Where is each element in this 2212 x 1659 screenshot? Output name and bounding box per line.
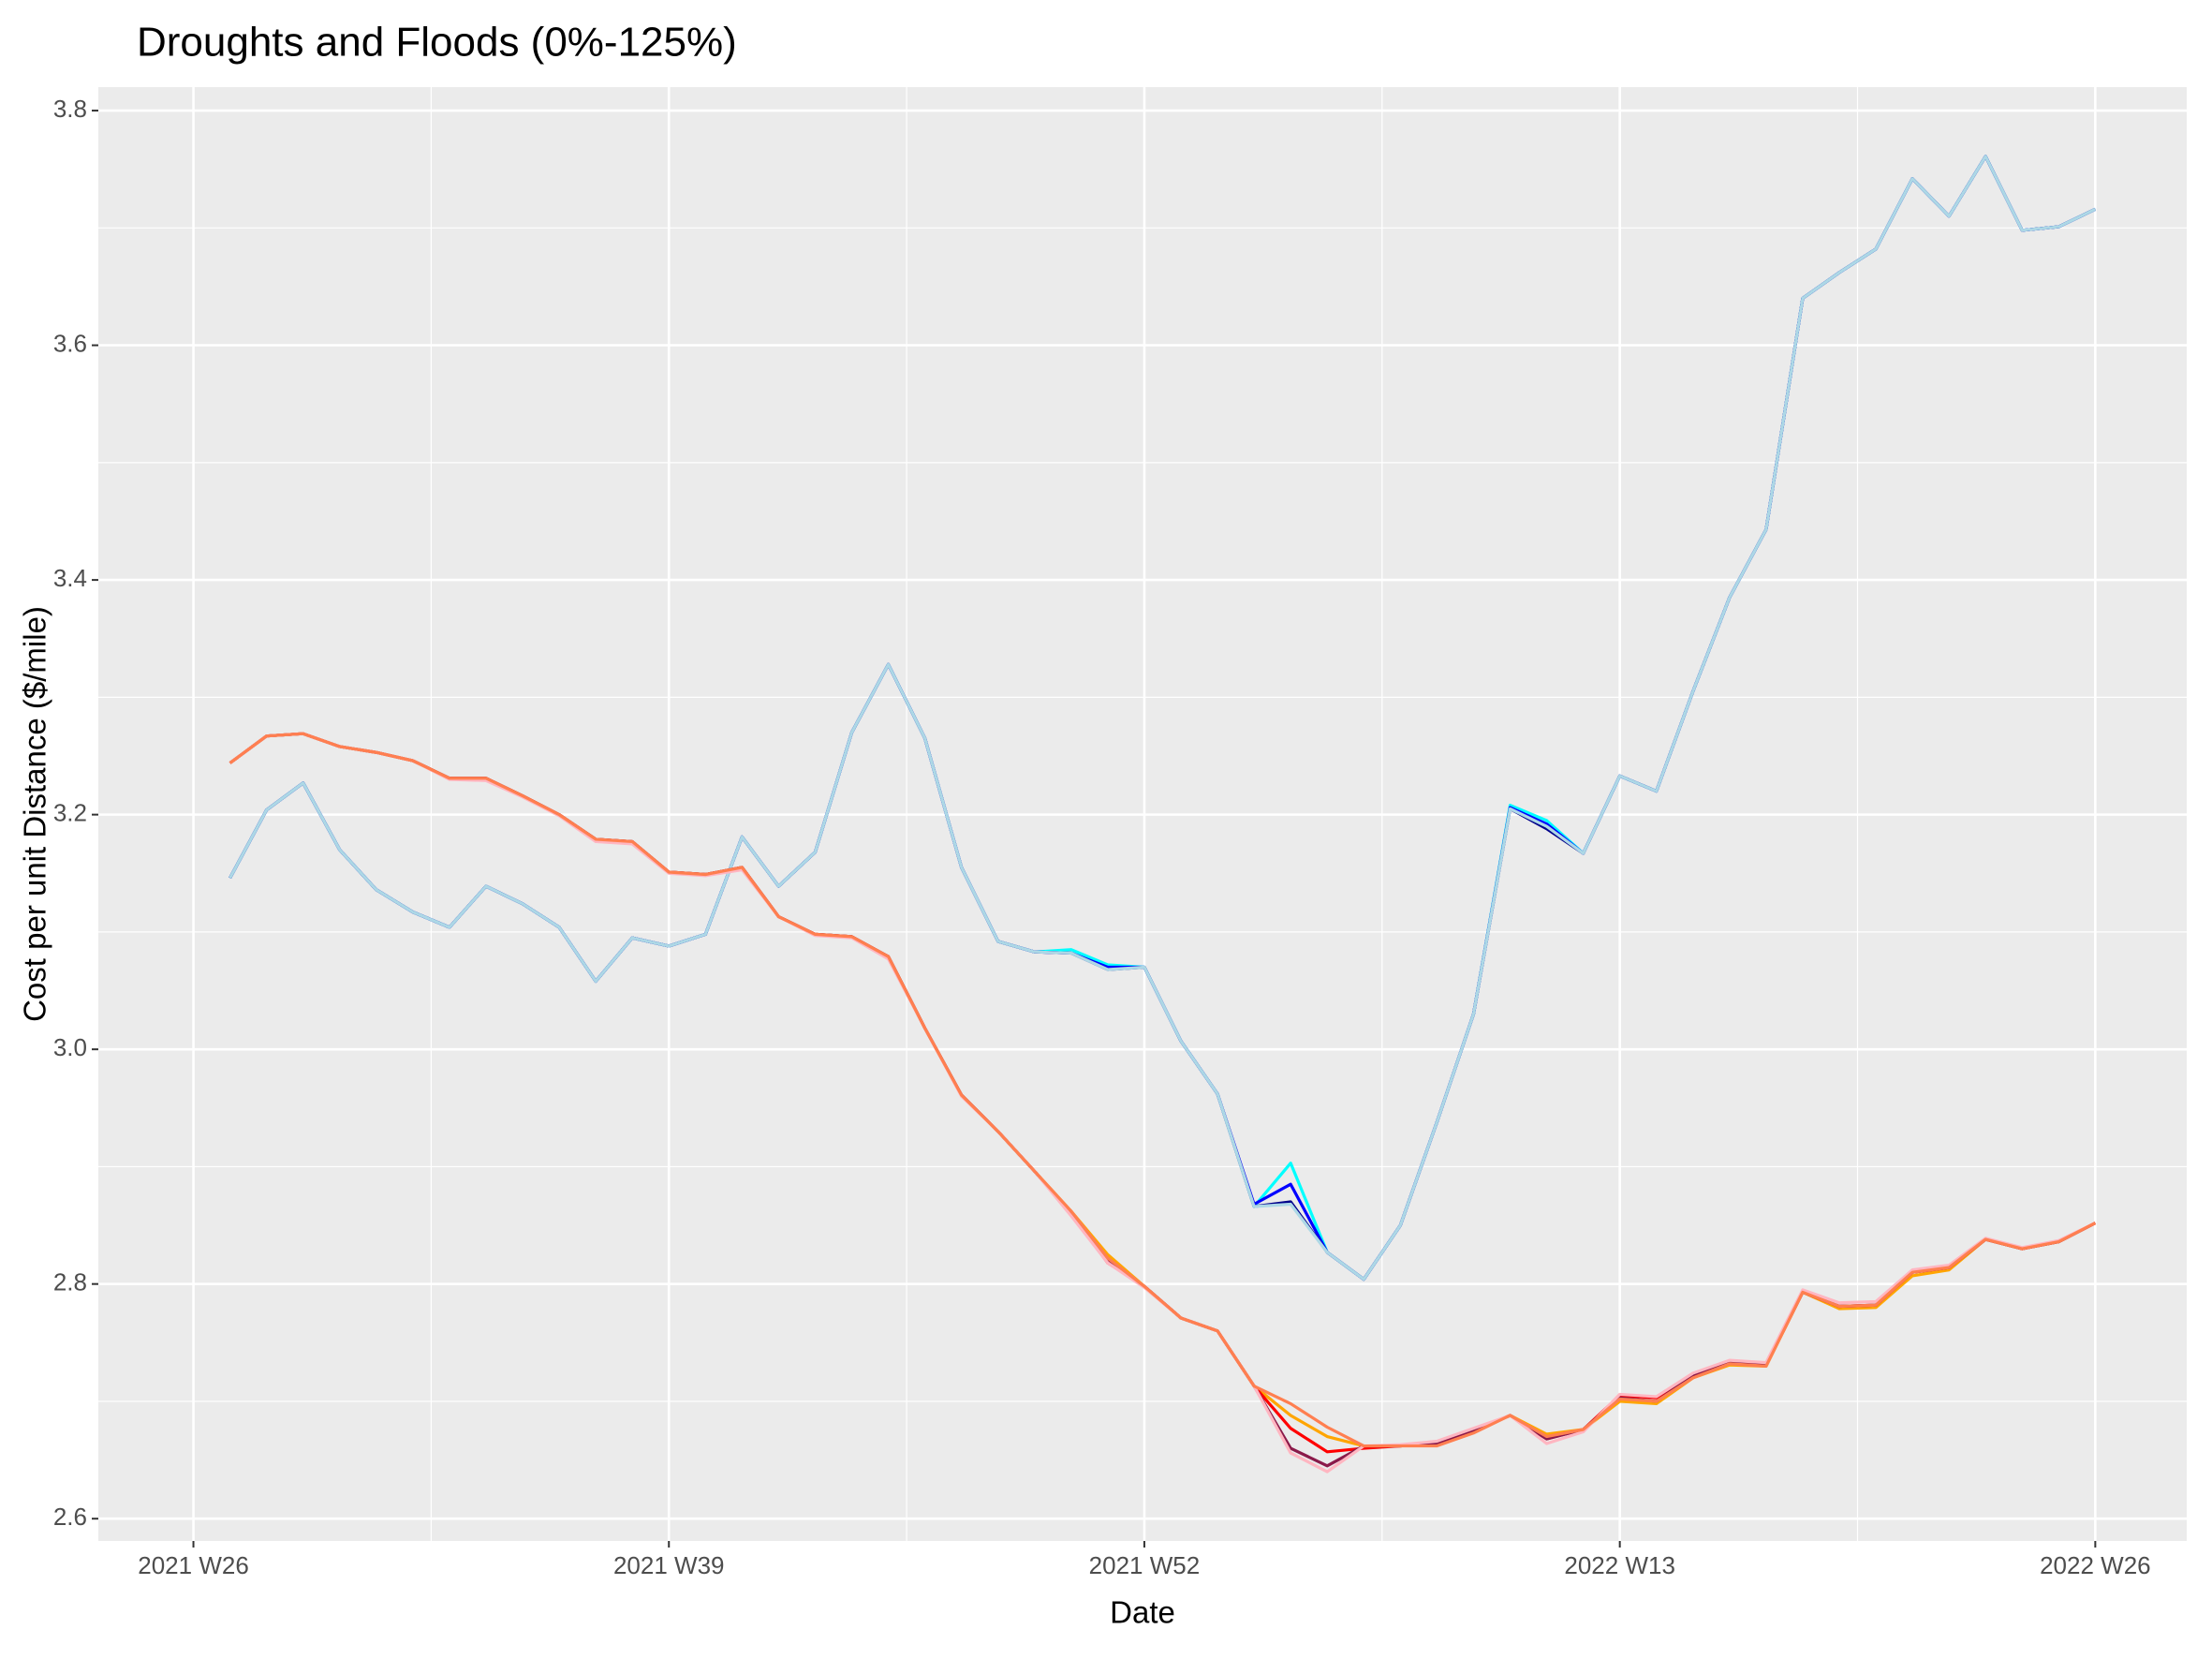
y-tick-label: 3.8 [53, 95, 87, 123]
y-tick-label: 3.2 [53, 799, 87, 827]
y-tick-label: 3.4 [53, 564, 87, 592]
x-axis-title: Date [1110, 1595, 1175, 1630]
lines [229, 155, 2097, 1474]
grid [98, 87, 2187, 1541]
series-line [229, 732, 2097, 1448]
x-tick-label: 2021 W26 [138, 1551, 249, 1579]
y-tick-label: 3.6 [53, 329, 87, 357]
y-tick-label: 2.6 [53, 1503, 87, 1531]
y-axis-title: Cost per unit Distance ($/mile) [18, 606, 52, 1022]
y-tick-label: 3.0 [53, 1033, 87, 1061]
x-tick-label: 2021 W39 [613, 1551, 725, 1579]
axes: 2.6 2.8 3.0 3.2 3.4 3.6 3.8 2021 W26 2021 W39 202… [53, 95, 2151, 1579]
series-line [229, 155, 2097, 1281]
x-tick-label: 2022 W13 [1564, 1551, 1675, 1579]
chart-title: Droughts and Floods (0%-125%) [137, 20, 737, 66]
y-tick-label: 2.8 [53, 1268, 87, 1296]
x-tick-label: 2021 W52 [1089, 1551, 1201, 1579]
x-tick-label: 2022 W26 [2040, 1551, 2151, 1579]
